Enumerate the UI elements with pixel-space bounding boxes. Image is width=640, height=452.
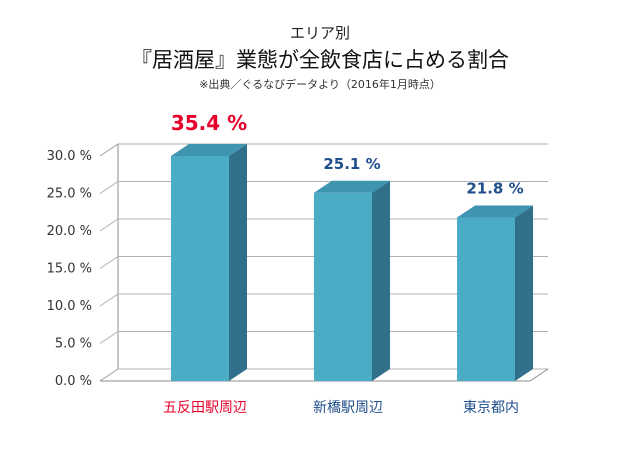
bar-top — [171, 144, 247, 156]
chart-source-note: ※出典／ぐるなびデータより（2016年1月時点） — [199, 78, 441, 91]
chart-floor — [100, 368, 549, 382]
chart-supertitle: エリア別 — [289, 24, 350, 42]
data-label: 21.8 % — [466, 180, 523, 198]
y-tick-label: 20.0 % — [47, 224, 92, 239]
x-category-label: 五反田駅周辺 — [163, 400, 247, 416]
y-tick-label: 30.0 % — [47, 149, 92, 164]
y-tick-label: 0.0 % — [55, 374, 92, 389]
bar-side — [515, 205, 533, 381]
chart-title: 『居酒屋』業態が全飲食店に占める割合 — [131, 48, 509, 72]
bar-top — [457, 205, 533, 218]
y-tick-label: 10.0 % — [47, 299, 92, 314]
y-tick-label: 5.0 % — [55, 337, 92, 352]
gridline — [99, 218, 548, 232]
gridline — [99, 293, 548, 307]
data-label: 25.1 % — [323, 155, 380, 173]
bar-side — [372, 180, 390, 381]
gridline — [99, 143, 548, 157]
bar-top — [314, 180, 390, 193]
gridline — [99, 256, 548, 269]
x-category-label: 東京都内 — [463, 400, 519, 416]
bar-side — [229, 144, 247, 381]
y-tick-label: 15.0 % — [47, 262, 92, 277]
bar — [314, 192, 372, 381]
bar — [457, 217, 515, 381]
gridline — [99, 368, 548, 382]
gridline — [99, 181, 548, 194]
x-category-label: 新橋駅周辺 — [313, 400, 383, 416]
y-tick-label: 25.0 % — [47, 187, 92, 202]
gridline — [99, 331, 548, 344]
data-label: 35.4 % — [171, 111, 247, 135]
bar — [171, 156, 229, 381]
